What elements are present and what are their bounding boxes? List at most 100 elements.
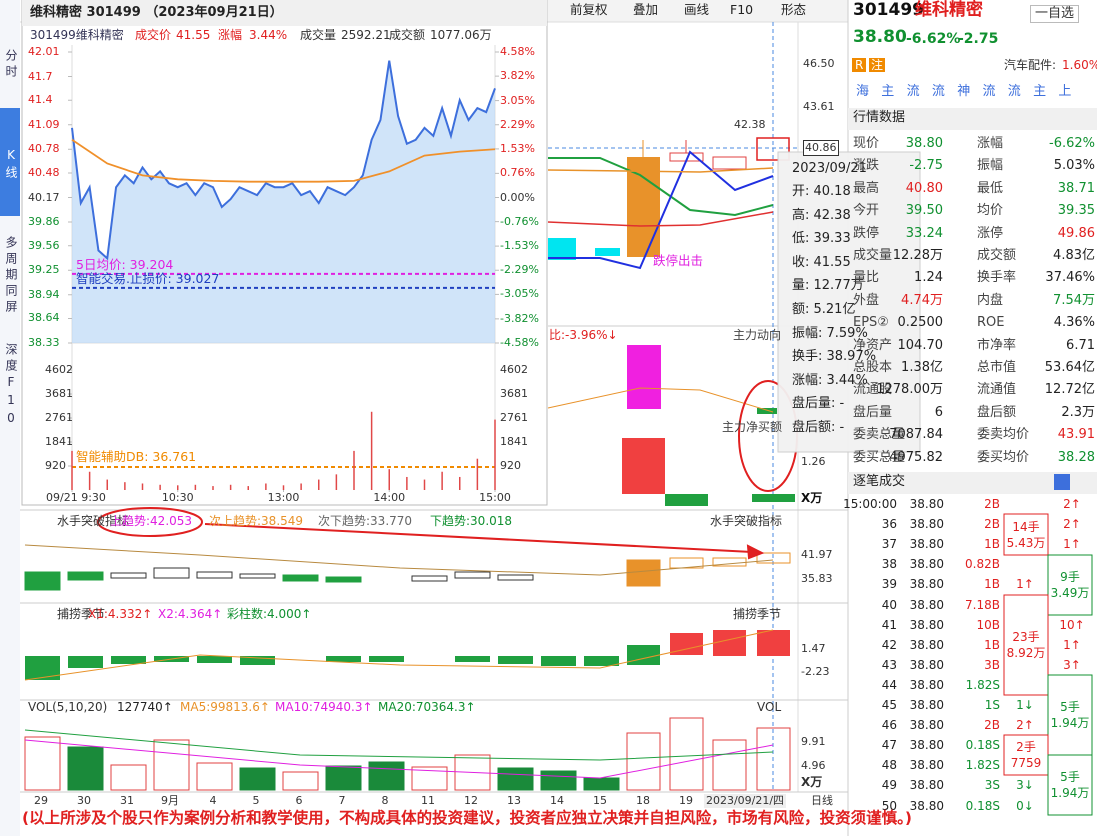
trade-volume: 2B: [984, 517, 1000, 532]
field-value: 53.64亿: [1044, 360, 1095, 375]
label: 主力动向: [733, 328, 782, 342]
trade-group: [1003, 594, 1049, 696]
label: 2592.21: [341, 28, 391, 42]
field-value: 6.71: [1066, 337, 1095, 353]
trade-price: 38.80: [909, 597, 944, 612]
panel-dividers: [20, 325, 848, 793]
trade-time: 42: [881, 637, 897, 652]
tooltip-line: 低: 39.33: [792, 231, 851, 247]
stock-name: 维科精密: [915, 0, 983, 20]
field-label: 今开: [853, 203, 880, 219]
x-tick-label: 14:00: [373, 491, 406, 504]
date-label: 30: [77, 794, 91, 807]
trade-time: 46: [881, 718, 897, 733]
trade-arrow: 1↓: [1016, 698, 1034, 712]
quote-button[interactable]: 流: [906, 84, 920, 99]
trade-price: 38.80: [909, 738, 944, 753]
tooltip-line: 开: 40.18: [792, 184, 851, 199]
quote-button[interactable]: 流: [931, 84, 945, 99]
trade-arrow: 1↑: [1063, 637, 1081, 652]
trade-price: 38.80: [909, 798, 944, 813]
trade-volume: 2B: [984, 718, 1000, 733]
quote-button[interactable]: 神: [957, 84, 971, 99]
field-label: 总市值: [977, 360, 1017, 375]
toolbar-button[interactable]: 前复权: [570, 2, 608, 17]
trade-volume: 1B: [984, 637, 1000, 652]
tooltip-line: 量: 12.77万: [792, 278, 864, 294]
date-label: 29: [34, 794, 48, 807]
sidebar-tab[interactable]: 分时: [4, 49, 18, 81]
trade-price: 38.80: [909, 577, 944, 592]
trade-time: 49: [881, 778, 897, 793]
y2-tick-label: -2.29%: [500, 263, 539, 277]
quote-button[interactable]: 主: [1033, 84, 1047, 99]
trade-time: 43: [881, 657, 897, 672]
trade-time: 40: [881, 597, 897, 612]
field-label: 涨幅: [977, 136, 1004, 151]
y2-tick-label: 2.29%: [500, 117, 535, 131]
quote-button[interactable]: 流: [1007, 84, 1021, 99]
date-label: 19: [679, 794, 693, 807]
field-label: 委买总量: [853, 449, 906, 465]
quote-button[interactable]: 流: [982, 84, 996, 99]
toolbar-bg: [548, 0, 848, 22]
price-line: [71, 60, 496, 261]
axis-label: -2.23: [801, 665, 830, 678]
trade-arrow: 2↑: [1016, 718, 1034, 733]
icon[interactable]: [1054, 474, 1070, 490]
field-label: 市净率: [977, 337, 1017, 353]
trade-volume: 0.18S: [965, 738, 1000, 753]
field-label: 跌停: [853, 225, 880, 241]
field-value: 43.91: [1057, 427, 1095, 443]
quote-button[interactable]: 上: [1058, 84, 1072, 99]
trade-price: 38.80: [909, 617, 944, 632]
quote-button[interactable]: 主: [881, 84, 895, 99]
indicator-2-bars: [24, 629, 790, 681]
trade-volume: 1B: [984, 577, 1000, 592]
toolbar-button[interactable]: F10: [730, 2, 754, 17]
trade-price: 38.80: [909, 758, 944, 773]
toolbar-button[interactable]: 画线: [684, 2, 710, 17]
label: 跌停出击: [653, 253, 704, 268]
date-label: 9月: [161, 794, 179, 807]
group-amount: 7759: [1010, 756, 1042, 770]
label: 1077.06万: [430, 28, 492, 42]
sidebar-tab[interactable]: K线: [4, 148, 18, 182]
toolbar-button[interactable]: 叠加: [633, 2, 659, 17]
trade-volume: 3B: [984, 657, 1000, 672]
avg-line: [71, 139, 496, 183]
label: 42.38: [734, 118, 766, 131]
sidebar-tab[interactable]: 多周期同屏: [4, 235, 18, 316]
trade-time: 37: [881, 537, 897, 552]
field-value: 0.2500: [897, 315, 944, 331]
label: 主力净买额: [722, 420, 783, 434]
section-title: 行情数据: [853, 110, 906, 125]
indicator-value: 127740↑: [117, 700, 173, 714]
indicator-name: 捕捞季节: [733, 607, 782, 621]
sidebar-tab[interactable]: 深度F10: [4, 342, 18, 429]
field-value: 38.80: [905, 136, 943, 151]
field-value: 33.24: [905, 225, 943, 241]
main-lines: [547, 150, 774, 270]
trade-volume: 0.82B: [965, 557, 1000, 572]
field-value: 1.38亿: [901, 360, 943, 375]
field-label: 流通股: [853, 382, 893, 398]
trade-volume: 1.82S: [965, 758, 1000, 773]
field-value: 40.80: [905, 180, 943, 196]
field-label: 委卖均价: [977, 427, 1030, 443]
toolbar-button[interactable]: 形态: [781, 2, 807, 17]
field-value: 49.86: [1057, 225, 1095, 241]
y-tick-label: 39.56: [28, 238, 60, 252]
vol-tick-label: 920: [45, 459, 66, 472]
group-lots: 5手: [1060, 770, 1080, 784]
tooltip-line: 盘后量: -: [792, 396, 845, 412]
note-label: 5日均价: 39.204: [76, 256, 174, 272]
vol-tick-label: 3681: [45, 387, 73, 401]
price-area: [72, 60, 495, 344]
tooltip-line: 换手: 38.97%: [792, 349, 877, 365]
field-value: -6.62%: [1049, 136, 1095, 151]
label: 43.61: [803, 100, 835, 113]
field-value: 38.28: [1057, 449, 1095, 465]
quote-button[interactable]: 海: [856, 84, 870, 99]
add-watchlist[interactable]: 一自选: [1030, 5, 1080, 23]
